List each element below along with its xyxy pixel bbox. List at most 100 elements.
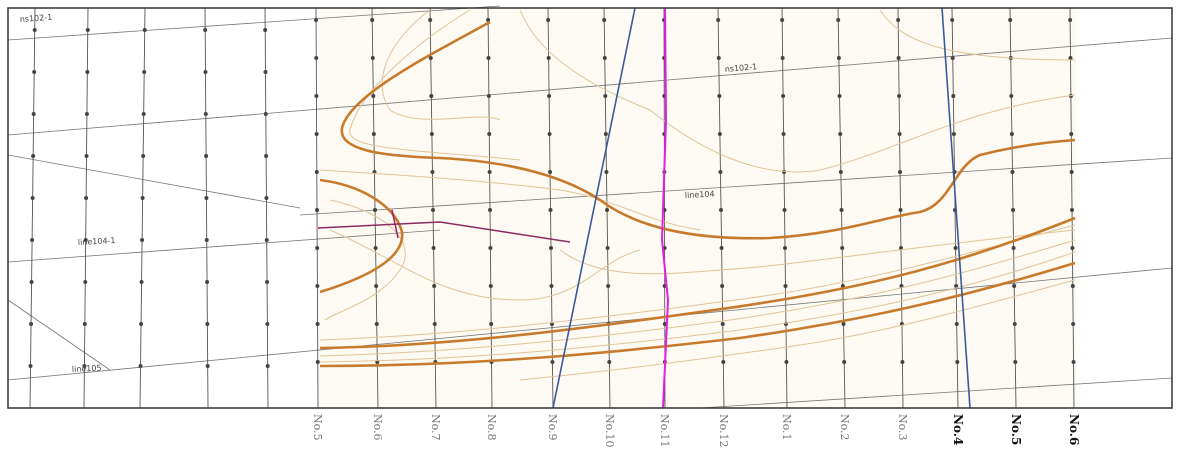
station [315,284,319,288]
section-label: No.5 [311,414,324,441]
station [432,246,436,250]
station [316,322,320,326]
station [488,170,492,174]
station [840,208,844,212]
station [32,112,36,116]
station [547,56,551,60]
section-label: No.3 [896,414,909,441]
station [266,364,270,368]
station [263,28,267,32]
station [605,208,609,212]
station [717,56,721,60]
station [489,322,493,326]
section-label: No.7 [429,414,442,441]
station [1070,170,1074,174]
station [781,56,785,60]
station [721,360,725,364]
station [141,196,145,200]
station [432,284,436,288]
section-label: No.8 [485,414,498,441]
station [30,280,34,284]
station [896,18,900,22]
station [839,170,843,174]
station [314,56,318,60]
station [31,196,35,200]
station [546,18,550,22]
station [604,132,608,136]
station [372,132,376,136]
station [548,170,552,174]
station [431,208,435,212]
station [899,208,903,212]
station [950,18,954,22]
station [83,322,87,326]
station [264,112,268,116]
station [142,112,146,116]
line-label: line104 [685,189,715,200]
station [951,56,955,60]
station [429,94,433,98]
section-label: No.9 [546,414,559,441]
station [1013,322,1017,326]
station [897,94,901,98]
station [315,246,319,250]
station [603,56,607,60]
station [263,70,267,74]
station [141,154,145,158]
section-label: No.4 [951,414,965,445]
section-label: No.6 [1067,414,1081,445]
station [84,196,88,200]
station [783,284,787,288]
station [718,170,722,174]
station [898,170,902,174]
station [549,246,553,250]
station [205,322,209,326]
station [265,280,269,284]
station [897,56,901,60]
section-label: No.5 [1009,414,1023,445]
station [717,94,721,98]
station [374,246,378,250]
station [203,28,207,32]
station [1012,284,1016,288]
station [1071,322,1075,326]
station [547,94,551,98]
station [370,18,374,22]
station [430,132,434,136]
station [1069,132,1073,136]
station [837,56,841,60]
station [720,246,724,250]
station [315,132,319,136]
station [139,322,143,326]
station [488,208,492,212]
station [604,170,608,174]
station [264,154,268,158]
station [314,94,318,98]
station [782,132,786,136]
map: No.5No.6No.7No.8No.9No.10No.11No.12No.1N… [0,0,1184,450]
station [375,322,379,326]
section-label: No.2 [838,414,851,441]
station [955,322,959,326]
station [205,280,209,284]
station [606,246,610,250]
station [840,246,844,250]
station [86,28,90,32]
station [1010,170,1014,174]
contour-area [318,8,1076,408]
station [143,28,147,32]
station [951,94,955,98]
station [433,322,437,326]
station [838,132,842,136]
station [31,154,35,158]
station [142,70,146,74]
station [373,208,377,212]
station [607,360,611,364]
station [265,322,269,326]
station [430,170,434,174]
station [205,238,209,242]
station [487,56,491,60]
section-label: No.12 [717,414,730,448]
station [206,364,210,368]
station [428,18,432,22]
